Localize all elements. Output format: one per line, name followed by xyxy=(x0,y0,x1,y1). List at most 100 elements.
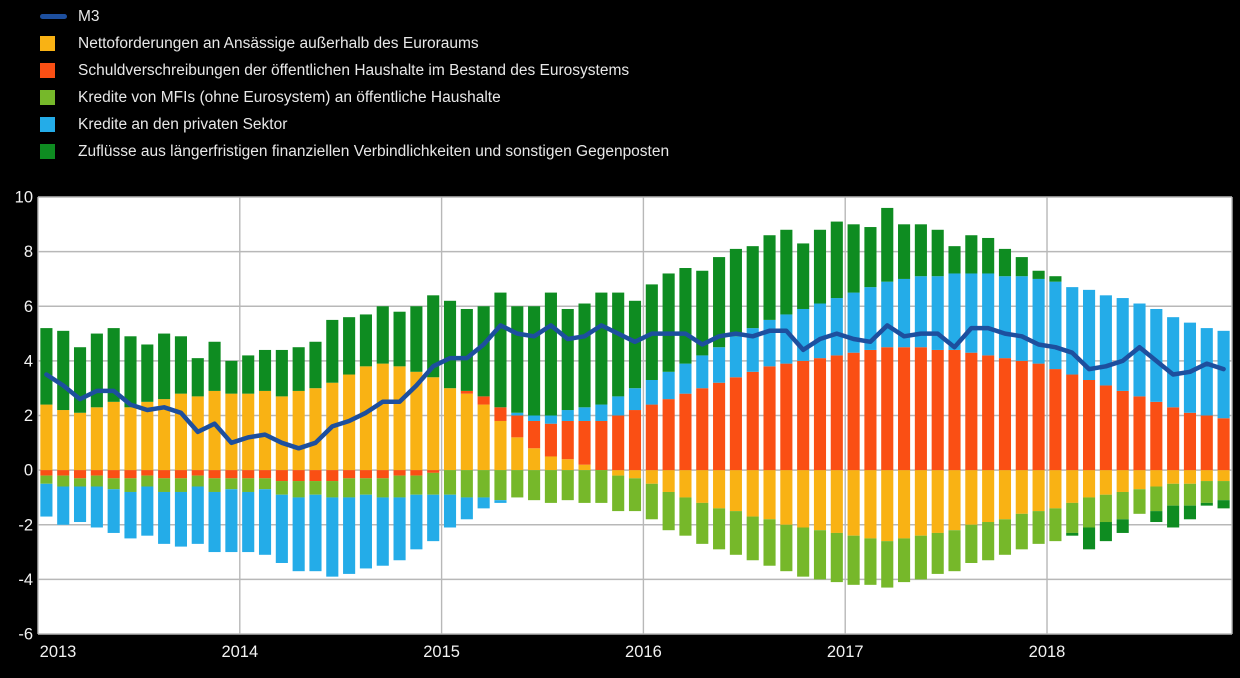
bar-segment xyxy=(359,494,372,569)
bar-segment xyxy=(494,500,507,503)
bar-segment xyxy=(376,470,389,479)
bar-segment xyxy=(326,497,339,577)
swatch-wrap xyxy=(40,144,70,159)
bar-segment xyxy=(90,470,103,476)
bar-segment xyxy=(343,478,356,498)
bar-segment xyxy=(376,478,389,498)
bar-segment xyxy=(561,308,574,411)
bar-segment xyxy=(847,352,860,471)
bar-segment xyxy=(90,407,103,471)
bar-segment xyxy=(427,494,440,542)
bar-segment xyxy=(998,276,1012,359)
bar-segment xyxy=(898,278,911,348)
bar-segment xyxy=(1183,470,1197,484)
m3-line xyxy=(44,323,1226,451)
bar-segment xyxy=(729,511,742,555)
bar-segment xyxy=(830,532,843,583)
legend-label: Kredite an den privaten Sektor xyxy=(78,115,288,133)
bar-segment xyxy=(612,292,625,397)
bar-segment xyxy=(1032,363,1045,471)
bar-segment xyxy=(1116,390,1129,471)
bar-segment xyxy=(460,390,473,394)
bar-segment xyxy=(393,470,406,476)
m3-line-swatch-icon xyxy=(40,14,67,19)
x-tick-label: 2013 xyxy=(40,643,77,661)
bar-segment xyxy=(511,306,524,413)
bar-segment xyxy=(309,494,322,572)
bar-segment xyxy=(898,470,911,539)
bar-segment xyxy=(881,281,894,348)
bar-segment xyxy=(511,412,524,416)
bar-segment xyxy=(494,292,507,408)
bar-segment xyxy=(141,401,154,471)
orange-box-swatch-icon xyxy=(40,63,55,78)
bar-segment xyxy=(90,333,103,408)
x-tick-label: 2015 xyxy=(423,643,460,661)
bar-segment xyxy=(898,347,911,471)
bar-segment xyxy=(746,516,759,561)
legend-label: M3 xyxy=(78,7,100,25)
bar-segment xyxy=(578,420,591,465)
bar-segment xyxy=(1183,412,1197,471)
bar-segment xyxy=(427,295,440,378)
bar-segment xyxy=(1032,470,1045,512)
bar-segment xyxy=(612,396,625,416)
swatch-wrap xyxy=(40,63,70,78)
bar-segment xyxy=(141,486,154,536)
bar-segment xyxy=(73,347,87,413)
bar-segment xyxy=(1200,481,1213,503)
bar-segment xyxy=(1015,513,1028,550)
bar-segment xyxy=(1015,276,1028,361)
bar-segment xyxy=(57,470,70,476)
bar-segment xyxy=(90,475,103,487)
bar-segment xyxy=(477,404,490,471)
bar-segment xyxy=(1049,281,1062,370)
bar-segment xyxy=(713,382,726,471)
bar-segment xyxy=(1099,522,1112,542)
bar-segment xyxy=(107,470,120,479)
bar-segment xyxy=(780,229,793,315)
x-tick-label: 2017 xyxy=(827,643,864,661)
bar-segment xyxy=(544,456,557,471)
legend-label: Nettoforderungen an Ansässige außerhalb … xyxy=(78,34,479,52)
bar-segment xyxy=(1049,369,1062,471)
x-tick-label: 2018 xyxy=(1029,643,1066,661)
bar-segment xyxy=(376,497,389,566)
bar-segment xyxy=(763,235,776,320)
bar-segment xyxy=(73,412,87,471)
bar-segment xyxy=(948,273,961,350)
swatch-wrap xyxy=(40,90,70,105)
bar-segment xyxy=(427,470,440,473)
bar-segment xyxy=(477,396,490,405)
bar-segment xyxy=(914,224,927,277)
bar-segment xyxy=(90,486,103,528)
bar-segment xyxy=(124,470,137,479)
bar-segment xyxy=(595,404,608,421)
bar-segment xyxy=(427,377,440,471)
bar-segment xyxy=(1150,470,1163,487)
bar-segment xyxy=(528,470,541,501)
bar-segment xyxy=(1167,317,1180,408)
bar-segment xyxy=(898,538,911,583)
bar-segment xyxy=(864,227,877,288)
bar-segment xyxy=(830,355,843,471)
bar-segment xyxy=(460,497,473,520)
bar-segment xyxy=(628,388,642,411)
bar-segment xyxy=(477,306,490,397)
bar-segment xyxy=(309,341,322,389)
bar-segment xyxy=(1116,491,1129,520)
bar-segment xyxy=(511,437,524,471)
bar-segment xyxy=(1099,494,1112,523)
bar-segment xyxy=(729,336,742,378)
bar-segment xyxy=(797,243,810,309)
bar-segment xyxy=(948,349,961,471)
bar-segment xyxy=(477,470,490,498)
y-tick-label: 4 xyxy=(24,352,33,370)
bar-segment xyxy=(1183,322,1197,413)
bar-segment xyxy=(965,273,978,353)
bar-segment xyxy=(40,328,53,405)
bar-segment xyxy=(982,470,995,523)
bar-segment xyxy=(242,470,255,479)
bar-segment xyxy=(309,388,322,471)
bar-segment xyxy=(813,530,827,580)
